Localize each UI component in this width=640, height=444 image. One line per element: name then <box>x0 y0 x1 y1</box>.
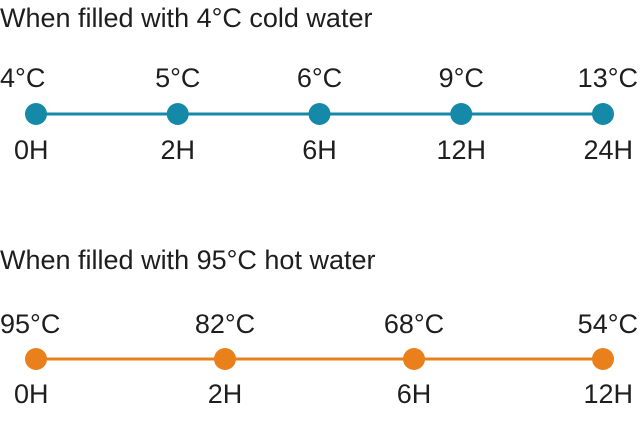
timeline-dot <box>308 103 331 125</box>
time-label: 12H <box>583 379 633 409</box>
time-label: 12H <box>436 135 486 165</box>
time-label: 6H <box>397 379 432 409</box>
temperature-label: 82°C <box>195 309 255 339</box>
temperature-label: 13°C <box>578 63 638 93</box>
timeline-dot <box>166 103 189 125</box>
temperature-label: 5°C <box>155 63 200 93</box>
time-label: 24H <box>583 135 633 165</box>
time-label: 2H <box>208 379 243 409</box>
time-label: 6H <box>302 135 337 165</box>
temperature-label: 54°C <box>578 309 638 339</box>
temperature-label: 6°C <box>297 63 342 93</box>
timeline-dot <box>25 103 47 125</box>
time-label: 2H <box>160 135 195 165</box>
timeline-dot <box>592 348 614 370</box>
temperature-label: 95°C <box>0 309 60 339</box>
timeline-dot <box>403 348 425 370</box>
timeline-dot <box>592 103 614 125</box>
temperature-label: 68°C <box>384 309 444 339</box>
time-label: 0H <box>14 379 49 409</box>
timeline-title: When filled with 95°C hot water <box>0 245 375 275</box>
temperature-label: 9°C <box>439 63 484 93</box>
timeline-dot <box>214 348 236 370</box>
temperature-label: 4°C <box>0 63 45 93</box>
timeline-title: When filled with 4°C cold water <box>0 3 372 33</box>
time-label: 0H <box>14 135 49 165</box>
timeline-dot <box>450 103 473 125</box>
timeline-dot <box>25 348 47 370</box>
